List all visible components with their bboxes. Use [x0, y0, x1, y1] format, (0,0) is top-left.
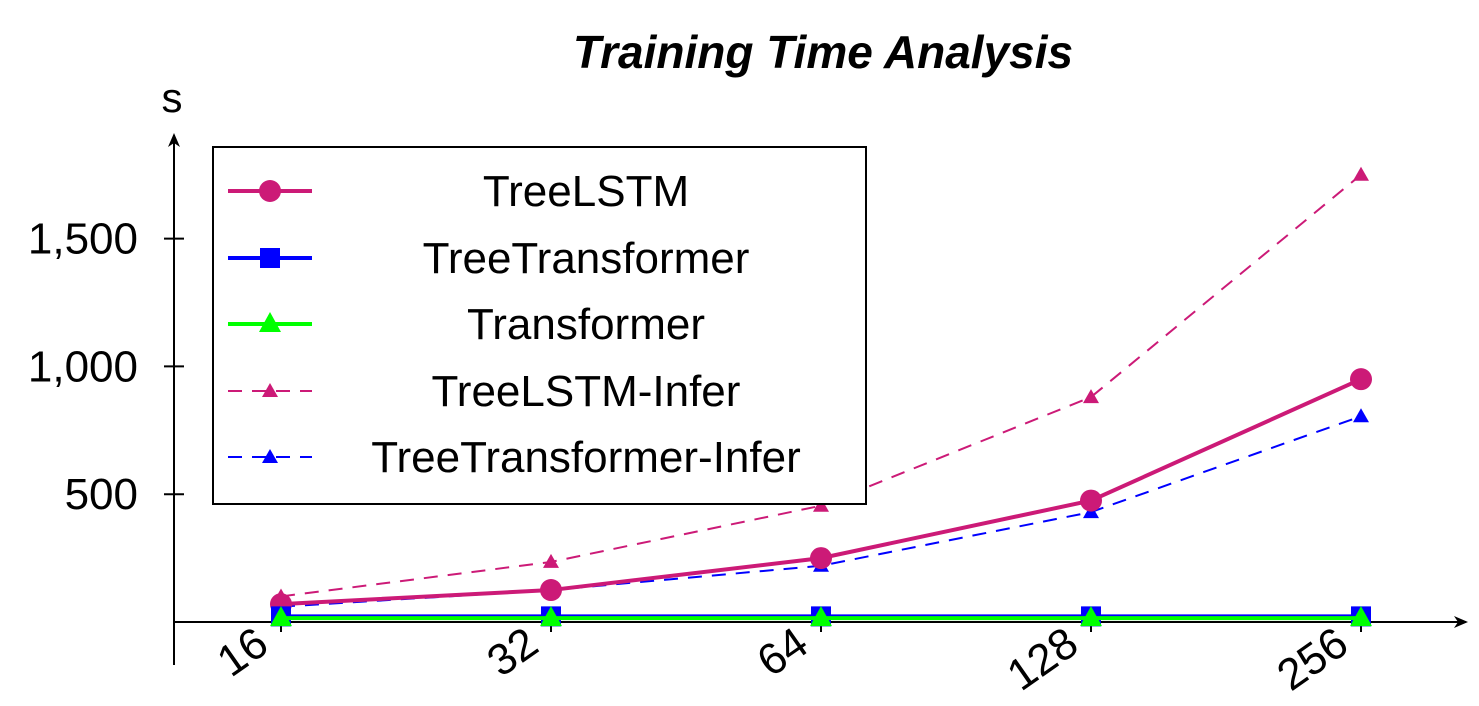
legend-label: TreeTransformer-Infer — [371, 433, 801, 482]
legend-marker — [262, 383, 278, 397]
data-point-transformer — [270, 606, 292, 627]
legend-label: TreeLSTM-Infer — [432, 367, 741, 416]
y-tick-label: 500 — [65, 470, 138, 519]
x-tick-label: 64 — [749, 618, 817, 686]
data-point-treetransformer-infer — [1353, 408, 1369, 423]
data-point-treelstm-infer — [1083, 389, 1099, 404]
y-axis-label: s — [162, 74, 183, 121]
x-tick-label: 32 — [479, 618, 547, 686]
data-point-treelstm — [810, 547, 832, 570]
legend-entry-treetransformer: TreeTransformer — [228, 234, 749, 283]
series-transformer — [270, 606, 1372, 627]
y-tick-label: 1,500 — [28, 215, 138, 264]
data-point-treelstm-infer — [1353, 166, 1369, 181]
legend-entry-treetransformer-infer: TreeTransformer-Infer — [228, 433, 801, 482]
y-tick-label: 1,000 — [28, 342, 138, 391]
legend-entry-transformer: Transformer — [228, 300, 705, 349]
legend-marker — [259, 312, 281, 332]
data-point-transformer — [1080, 606, 1102, 627]
legend-label: Transformer — [467, 300, 705, 349]
series-line-treelstm-infer — [280, 173, 1362, 598]
series-treelstm — [270, 368, 1372, 616]
legend-marker — [262, 449, 278, 463]
x-tick-label: 256 — [1268, 618, 1356, 700]
x-tick-label: 16 — [209, 618, 277, 686]
data-point-transformer — [540, 606, 562, 627]
data-point-transformer — [1350, 606, 1372, 627]
legend-entry-treelstm-infer: TreeLSTM-Infer — [228, 367, 740, 416]
data-point-treelstm-infer — [543, 553, 559, 568]
data-point-treelstm — [1080, 489, 1102, 512]
data-point-treelstm — [1350, 368, 1372, 391]
legend-label: TreeTransformer — [423, 234, 750, 283]
data-point-transformer — [810, 606, 832, 627]
legend-marker — [260, 248, 280, 268]
legend-box — [212, 146, 867, 505]
legend-label: TreeLSTM — [483, 167, 689, 216]
data-point-treelstm — [540, 579, 562, 602]
chart-title: Training Time Analysis — [573, 26, 1073, 78]
x-tick-label: 128 — [998, 618, 1086, 700]
legend-entry-treelstm: TreeLSTM — [228, 167, 689, 216]
legend-marker — [259, 180, 281, 202]
